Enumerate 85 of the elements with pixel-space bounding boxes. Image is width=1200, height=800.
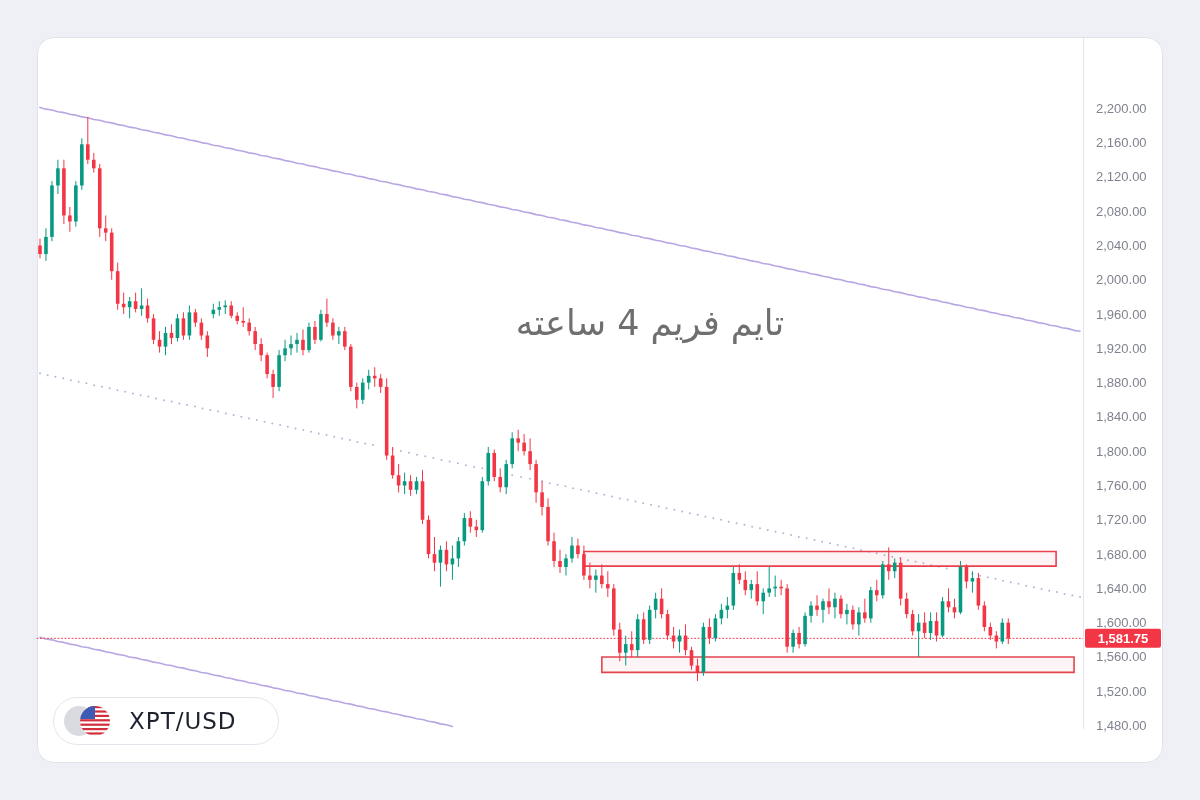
y-tick-label: 1,960.00: [1096, 306, 1147, 322]
ref-line-label: 1,581.75: [1097, 630, 1149, 646]
y-tick-label: 1,760.00: [1096, 478, 1147, 494]
candlestick: [301, 328, 305, 356]
candlestick: [44, 227, 48, 262]
y-tick-label: 1,480.00: [1096, 718, 1147, 734]
y-tick-label: 2,200.00: [1096, 100, 1147, 116]
candlestick: [283, 339, 287, 362]
candlestick: [331, 317, 335, 341]
candlestick: [103, 214, 108, 242]
candlestick: [241, 306, 245, 328]
candlestick: [552, 532, 556, 568]
y-tick-label: 2,120.00: [1096, 169, 1147, 185]
text: XPT/USD: [129, 708, 237, 734]
candlestick: [749, 579, 754, 600]
candlestick: [875, 579, 879, 602]
y-tick-label: 1,600.00: [1096, 615, 1147, 631]
candlestick: [815, 594, 819, 617]
candlestick: [528, 437, 532, 471]
y-tick-label: 2,160.00: [1096, 135, 1147, 151]
y-tick-label: 1,640.00: [1096, 580, 1147, 596]
candlestick: [498, 467, 503, 493]
candlestick: [325, 298, 329, 328]
candlestick: [851, 605, 855, 631]
y-tick-label: 1,920.00: [1096, 340, 1147, 356]
candlestick: [366, 369, 371, 390]
candlestick: [821, 598, 825, 624]
candlestick: [833, 592, 837, 619]
candlestick: [594, 569, 598, 594]
candlestick: [839, 594, 843, 619]
candlestick: [38, 238, 42, 259]
candlestick: [354, 382, 359, 409]
candlestick: [295, 332, 299, 354]
candlestick: [863, 598, 867, 624]
candlestick: [588, 562, 592, 589]
candlestick: [761, 587, 766, 615]
y-tick-label: 1,800.00: [1096, 443, 1147, 459]
candlestick: [307, 322, 311, 354]
y-tick-label: 2,080.00: [1096, 203, 1147, 219]
candlestick: [540, 480, 544, 517]
candlestick: [623, 635, 628, 667]
candlestick: [570, 536, 574, 564]
candlestick: [845, 603, 849, 625]
y-tick-label: 1,880.00: [1096, 375, 1147, 391]
candlestick: [516, 429, 520, 452]
y-tick-label: 1,560.00: [1096, 649, 1147, 665]
y-tick-label: 2,000.00: [1096, 272, 1147, 288]
candlestick: [289, 334, 293, 356]
candlestick: [343, 326, 347, 351]
candlestick: [558, 549, 562, 574]
candlestick: [360, 377, 365, 405]
candlestick: [886, 546, 891, 581]
y-tick-label: 1,680.00: [1096, 546, 1147, 562]
candlestick: [576, 538, 580, 559]
candlestick: [259, 337, 263, 362]
candlestick: [970, 570, 975, 594]
candlestick: [313, 320, 317, 345]
candlestick: [86, 116, 90, 165]
candlestick: [755, 570, 760, 607]
candlestick: [56, 159, 60, 195]
candlestick: [743, 570, 748, 596]
candlestick: [253, 326, 257, 351]
candlestick: [504, 459, 508, 495]
y-tick-label: 1,720.00: [1096, 512, 1147, 528]
candlestick: [522, 433, 526, 457]
candlestick: [857, 606, 861, 637]
candlestick: [139, 287, 144, 317]
candlestick: [791, 629, 795, 654]
y-tick-label: 1,840.00: [1096, 409, 1147, 425]
candlestick: [600, 563, 604, 589]
text: تایم فریم 4 ساعته: [515, 303, 785, 344]
candlestick: [767, 566, 771, 598]
candlestick: [606, 570, 610, 598]
candlestick: [402, 472, 407, 495]
candlestick: [564, 553, 568, 577]
candlestick: [892, 557, 897, 579]
candlestick: [91, 152, 96, 174]
candlestick: [827, 587, 831, 615]
candlestick: [265, 352, 269, 379]
candlestick: [582, 545, 586, 581]
y-tick-label: 2,040.00: [1096, 237, 1147, 253]
candlestick: [271, 369, 275, 399]
y-tick-label: 1,520.00: [1096, 683, 1147, 699]
candlestick: [809, 600, 813, 624]
candlestick: [68, 206, 72, 233]
